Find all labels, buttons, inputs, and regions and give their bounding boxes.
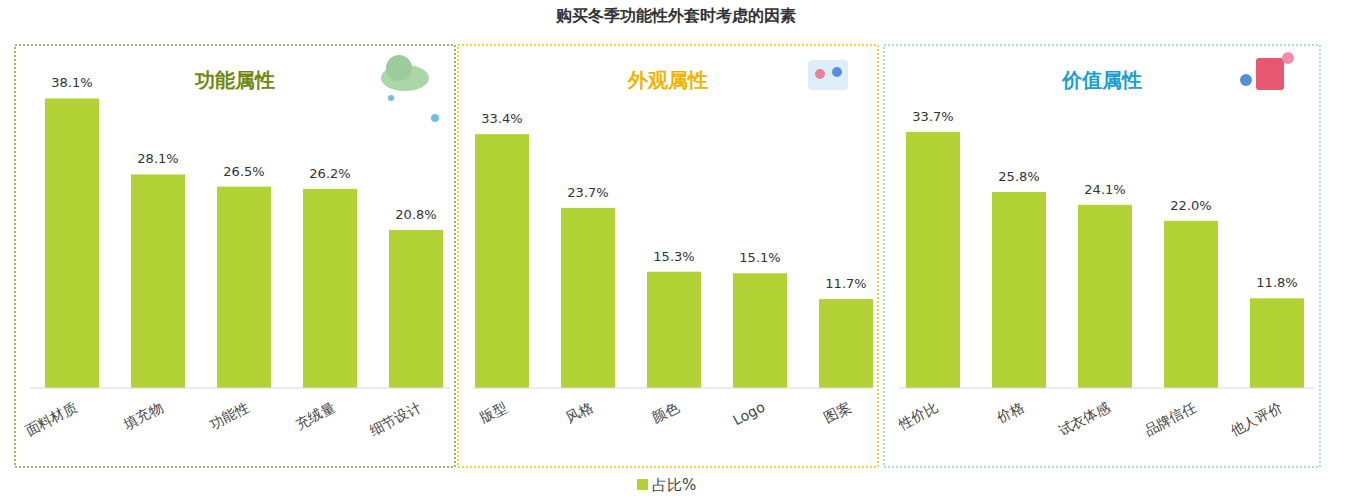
data-label: 26.2% [309, 166, 350, 181]
x-tick-label: 细节设计 [366, 399, 423, 439]
icon-shape [388, 95, 394, 101]
panel-frame [884, 45, 1320, 467]
bar [131, 174, 185, 388]
data-label: 25.8% [998, 169, 1039, 184]
data-label: 33.4% [481, 111, 522, 126]
x-tick-label: 面料材质 [22, 399, 79, 439]
x-axis-line [899, 388, 1315, 389]
x-tick-label: 功能性 [207, 399, 252, 433]
data-label: 15.1% [739, 250, 780, 265]
x-tick-label: 图案 [821, 399, 853, 426]
decor-icon [1240, 52, 1294, 90]
panel: 价值属性 33.7% 性价比 25.8% 价格 24.1% 试衣体感 22.0% 品牌信任 11.… [884, 45, 1320, 467]
x-tick-label: 填充物 [120, 399, 165, 433]
icon-shape [1282, 52, 1294, 64]
decor-icon [381, 55, 439, 122]
bar [647, 272, 701, 388]
data-label: 26.5% [223, 164, 264, 179]
panel-title: 外观属性 [627, 68, 708, 92]
x-tick-label: 版型 [477, 399, 509, 426]
data-label: 33.7% [912, 109, 953, 124]
bar [1078, 205, 1132, 388]
icon-shape [1240, 74, 1252, 86]
icon-shape [1256, 58, 1284, 90]
bar [1250, 298, 1304, 388]
legend-swatch [637, 479, 648, 490]
bar [389, 230, 443, 388]
x-axis-line [473, 388, 873, 389]
chart-root: 购买冬季功能性外套时考虑的因素功能属性 38.1% 面料材质 28.1% 填充物 26.5… [0, 0, 1352, 503]
panel: 功能属性 38.1% 面料材质 28.1% 填充物 26.5% 功能性 26.2% 充绒量 20.… [15, 45, 455, 467]
panel-frame [15, 45, 455, 467]
legend: 占比% [637, 476, 696, 494]
data-label: 20.8% [395, 207, 436, 222]
icon-shape [808, 60, 848, 90]
panel-title: 价值属性 [1061, 68, 1142, 92]
decor-icon [808, 60, 848, 90]
data-label: 11.7% [825, 276, 866, 291]
data-label: 23.7% [567, 185, 608, 200]
x-tick-label: 试衣体感 [1055, 399, 1112, 439]
bars [45, 98, 443, 388]
x-tick-label: 充绒量 [293, 399, 338, 433]
icon-shape [431, 114, 439, 122]
bar [819, 299, 873, 388]
bars [475, 134, 873, 388]
bar [561, 208, 615, 388]
data-label: 22.0% [1170, 198, 1211, 213]
x-tick-label: 风格 [563, 399, 595, 426]
bar [1164, 221, 1218, 388]
bar [733, 273, 787, 388]
x-tick-label: Logo [730, 399, 767, 429]
icon-shape [832, 67, 842, 77]
panel: 外观属性 33.4% 版型 23.7% 风格 15.3% 颜色 15.1% Logo 11.7% 图… [458, 45, 878, 467]
data-label: 15.3% [653, 249, 694, 264]
bar [303, 189, 357, 388]
legend-label: 占比% [652, 476, 696, 494]
icon-shape [815, 69, 825, 79]
bar [45, 98, 99, 388]
x-tick-label: 颜色 [649, 399, 681, 426]
x-tick-label: 他人评价 [1227, 399, 1284, 439]
chart-title: 购买冬季功能性外套时考虑的因素 [555, 6, 796, 25]
bar [475, 134, 529, 388]
icon-shape [386, 55, 412, 81]
bar [992, 192, 1046, 388]
bar [217, 187, 271, 388]
x-tick-label: 品牌信任 [1141, 399, 1198, 439]
data-label: 28.1% [137, 151, 178, 166]
x-tick-label: 价格 [993, 399, 1026, 427]
panel-title: 功能属性 [194, 68, 275, 92]
x-axis-line [30, 388, 450, 389]
panel-frame [458, 45, 878, 467]
data-label: 38.1% [51, 75, 92, 90]
data-label: 11.8% [1256, 275, 1297, 290]
data-label: 24.1% [1084, 182, 1125, 197]
x-tick-label: 性价比 [895, 399, 940, 433]
bars [906, 132, 1304, 388]
bar [906, 132, 960, 388]
